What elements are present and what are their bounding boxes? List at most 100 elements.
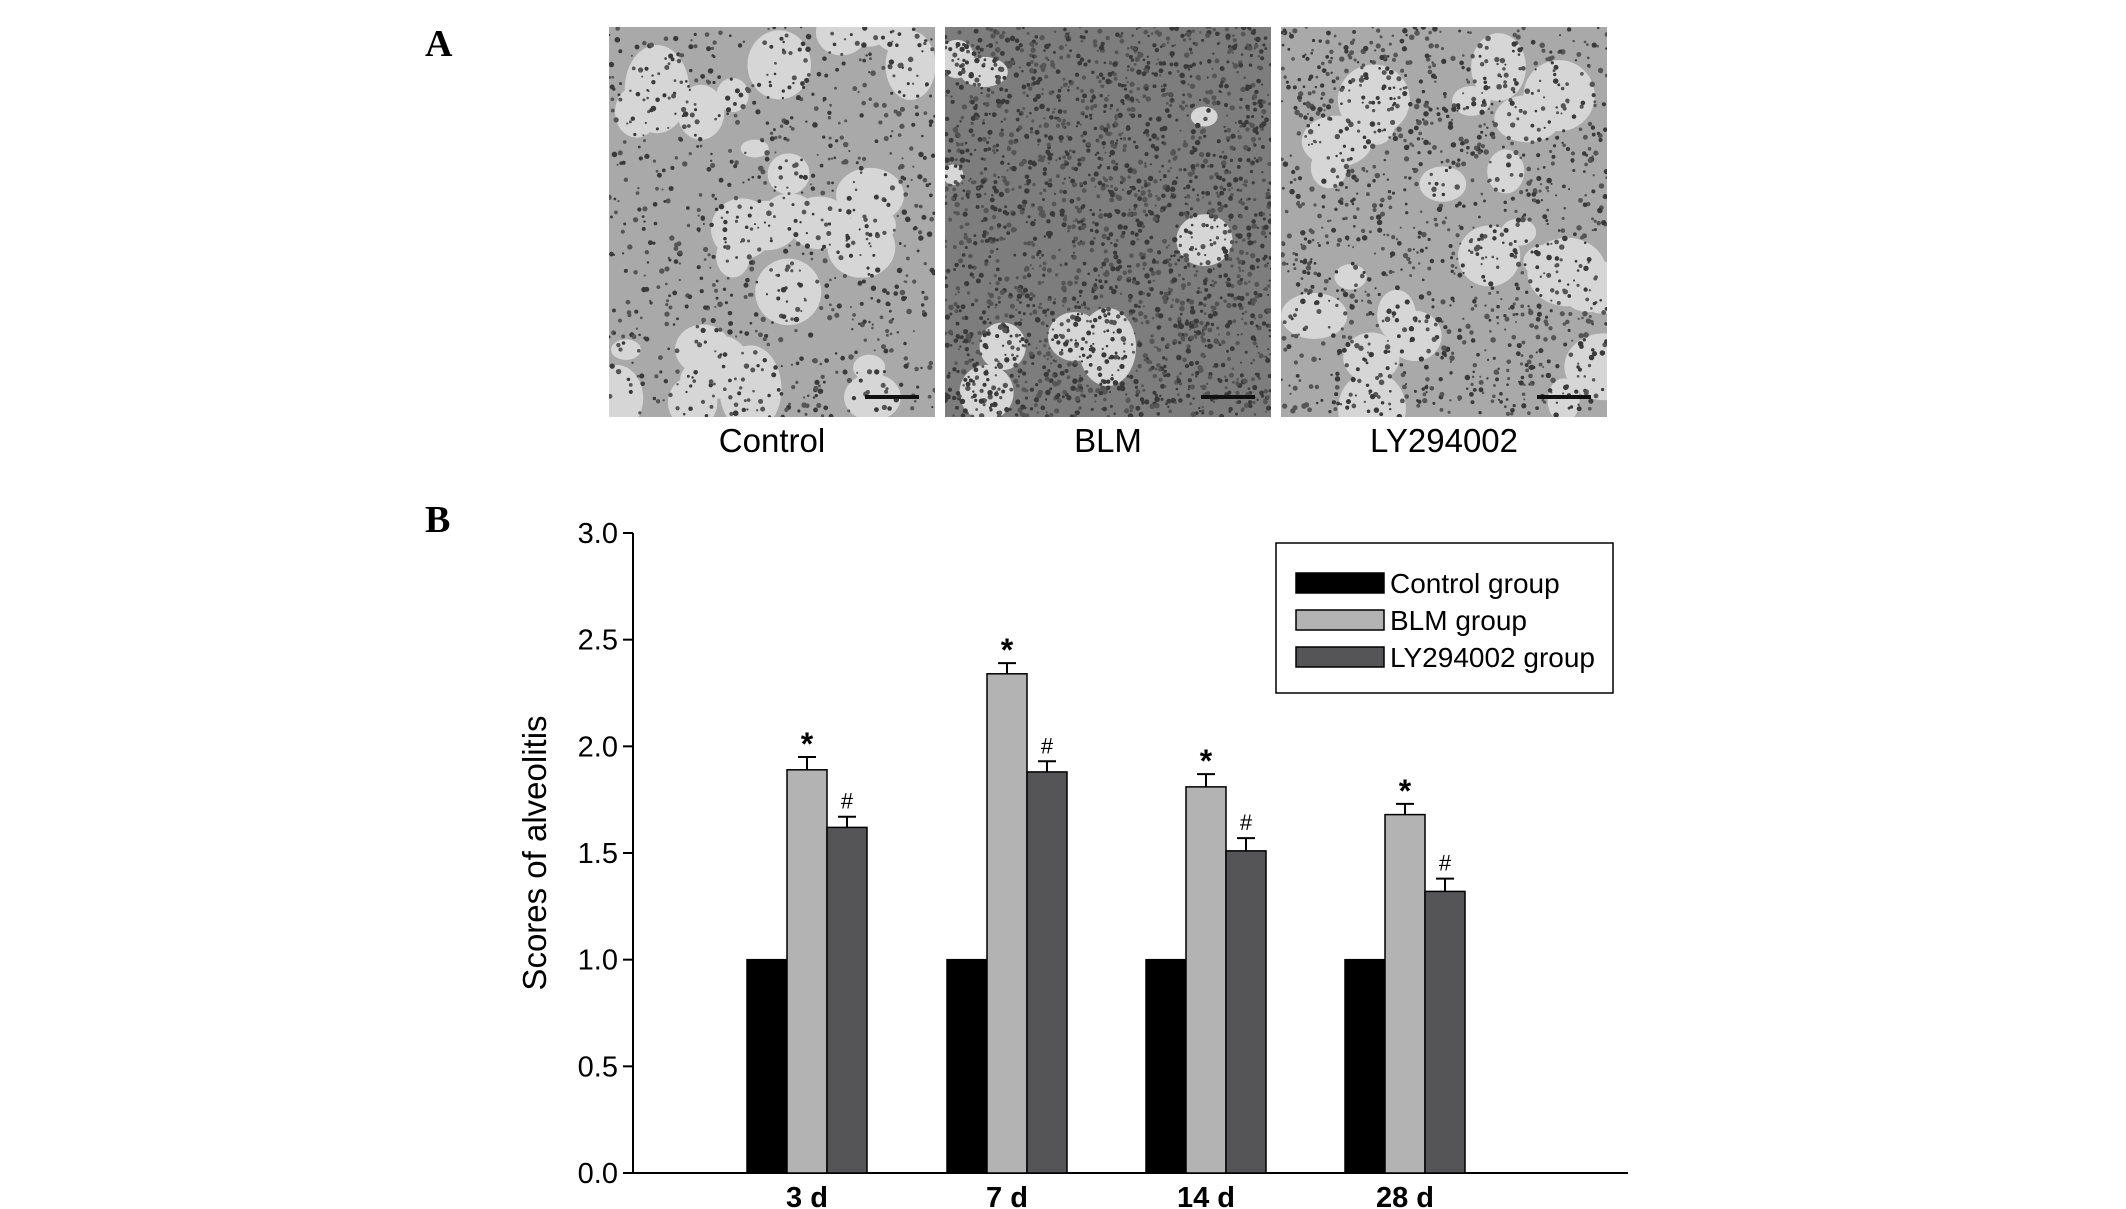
cell-nucleus — [1054, 408, 1060, 414]
cell-nucleus — [896, 214, 900, 218]
cell-nucleus — [1055, 159, 1058, 162]
cell-nucleus — [1264, 117, 1269, 123]
cell-nucleus — [1194, 360, 1200, 365]
cell-nucleus — [1066, 328, 1071, 333]
cell-nucleus — [945, 276, 948, 280]
cell-nucleus — [1066, 318, 1071, 323]
cell-nucleus — [1062, 189, 1068, 195]
cell-nucleus — [793, 316, 800, 323]
cell-nucleus — [851, 240, 856, 246]
cell-nucleus — [1265, 357, 1271, 363]
cell-nucleus — [891, 130, 894, 133]
cell-nucleus — [1263, 36, 1268, 40]
cell-nucleus — [874, 407, 879, 413]
cell-nucleus — [1102, 146, 1105, 149]
cell-nucleus — [963, 315, 969, 321]
cell-nucleus — [1068, 149, 1072, 153]
cell-nucleus — [822, 380, 826, 384]
cell-nucleus — [1104, 359, 1110, 364]
cell-nucleus — [827, 116, 832, 120]
cell-nucleus — [982, 320, 987, 325]
cell-nucleus — [1173, 44, 1176, 47]
cell-nucleus — [982, 342, 988, 349]
cell-nucleus — [1053, 66, 1056, 70]
cell-nucleus — [972, 363, 977, 368]
cell-nucleus — [1125, 126, 1131, 131]
cell-nucleus — [787, 227, 792, 231]
cell-nucleus — [997, 387, 1001, 391]
cell-nucleus — [997, 277, 1002, 282]
cell-nucleus — [729, 77, 733, 81]
cell-nucleus — [1006, 63, 1013, 69]
cell-nucleus — [637, 145, 641, 149]
cell-nucleus — [1247, 400, 1253, 405]
cell-nucleus — [1166, 41, 1170, 44]
cell-nucleus — [968, 378, 973, 383]
cell-nucleus — [928, 182, 932, 186]
cell-nucleus — [644, 250, 650, 255]
cell-nucleus — [856, 371, 859, 374]
cell-nucleus — [721, 364, 726, 369]
cell-nucleus — [1241, 269, 1245, 273]
cell-nucleus — [861, 156, 867, 162]
cell-nucleus — [1031, 161, 1037, 167]
cell-nucleus — [1227, 390, 1232, 395]
cell-nucleus — [1053, 333, 1059, 340]
cell-nucleus — [643, 139, 646, 143]
cell-nucleus — [896, 267, 903, 274]
cell-nucleus — [1013, 362, 1019, 368]
cell-nucleus — [1151, 72, 1155, 75]
cell-nucleus — [1031, 294, 1036, 298]
cell-nucleus — [999, 396, 1003, 400]
cell-nucleus — [863, 338, 867, 342]
cell-nucleus — [1225, 33, 1231, 39]
cell-nucleus — [790, 269, 794, 273]
cell-nucleus — [1118, 264, 1123, 269]
cell-nucleus — [774, 135, 778, 140]
cell-nucleus — [950, 95, 953, 98]
cell-nucleus — [1212, 400, 1216, 403]
cell-nucleus — [979, 316, 984, 321]
cell-nucleus — [897, 90, 902, 94]
cell-nucleus — [631, 334, 637, 340]
cell-nucleus — [1046, 267, 1052, 273]
cell-nucleus — [1123, 84, 1127, 87]
cell-nucleus — [1049, 211, 1056, 217]
cell-nucleus — [994, 366, 998, 369]
cell-nucleus — [1259, 390, 1264, 396]
cell-nucleus — [1101, 352, 1107, 358]
cell-nucleus — [988, 136, 991, 139]
cell-nucleus — [1188, 179, 1193, 184]
cell-nucleus — [1153, 27, 1156, 29]
cell-nucleus — [1196, 252, 1201, 256]
cell-nucleus — [768, 80, 772, 84]
cell-nucleus — [1218, 83, 1224, 89]
cell-nucleus — [1169, 196, 1173, 199]
cell-nucleus — [1073, 236, 1079, 242]
cell-nucleus — [861, 42, 867, 48]
cell-nucleus — [820, 414, 825, 417]
alveolar-space — [835, 167, 904, 223]
cell-nucleus — [903, 356, 908, 361]
cell-nucleus — [998, 131, 1005, 138]
cell-nucleus — [1237, 157, 1243, 163]
cell-nucleus — [728, 321, 734, 326]
cell-nucleus — [1014, 413, 1019, 417]
cell-nucleus — [900, 175, 905, 180]
cell-nucleus — [830, 157, 834, 160]
cell-nucleus — [852, 313, 856, 317]
cell-nucleus — [1135, 405, 1141, 411]
cell-nucleus — [617, 199, 620, 203]
cell-nucleus — [906, 362, 910, 365]
cell-nucleus — [859, 171, 863, 174]
cell-nucleus — [1090, 105, 1094, 110]
cell-nucleus — [957, 348, 961, 351]
cell-nucleus — [962, 340, 965, 343]
cell-nucleus — [1247, 271, 1253, 277]
cell-nucleus — [630, 54, 633, 57]
cell-nucleus — [1133, 62, 1137, 66]
cell-nucleus — [743, 399, 747, 403]
cell-nucleus — [1174, 155, 1178, 159]
cell-nucleus — [982, 333, 987, 338]
cell-nucleus — [1086, 148, 1091, 153]
